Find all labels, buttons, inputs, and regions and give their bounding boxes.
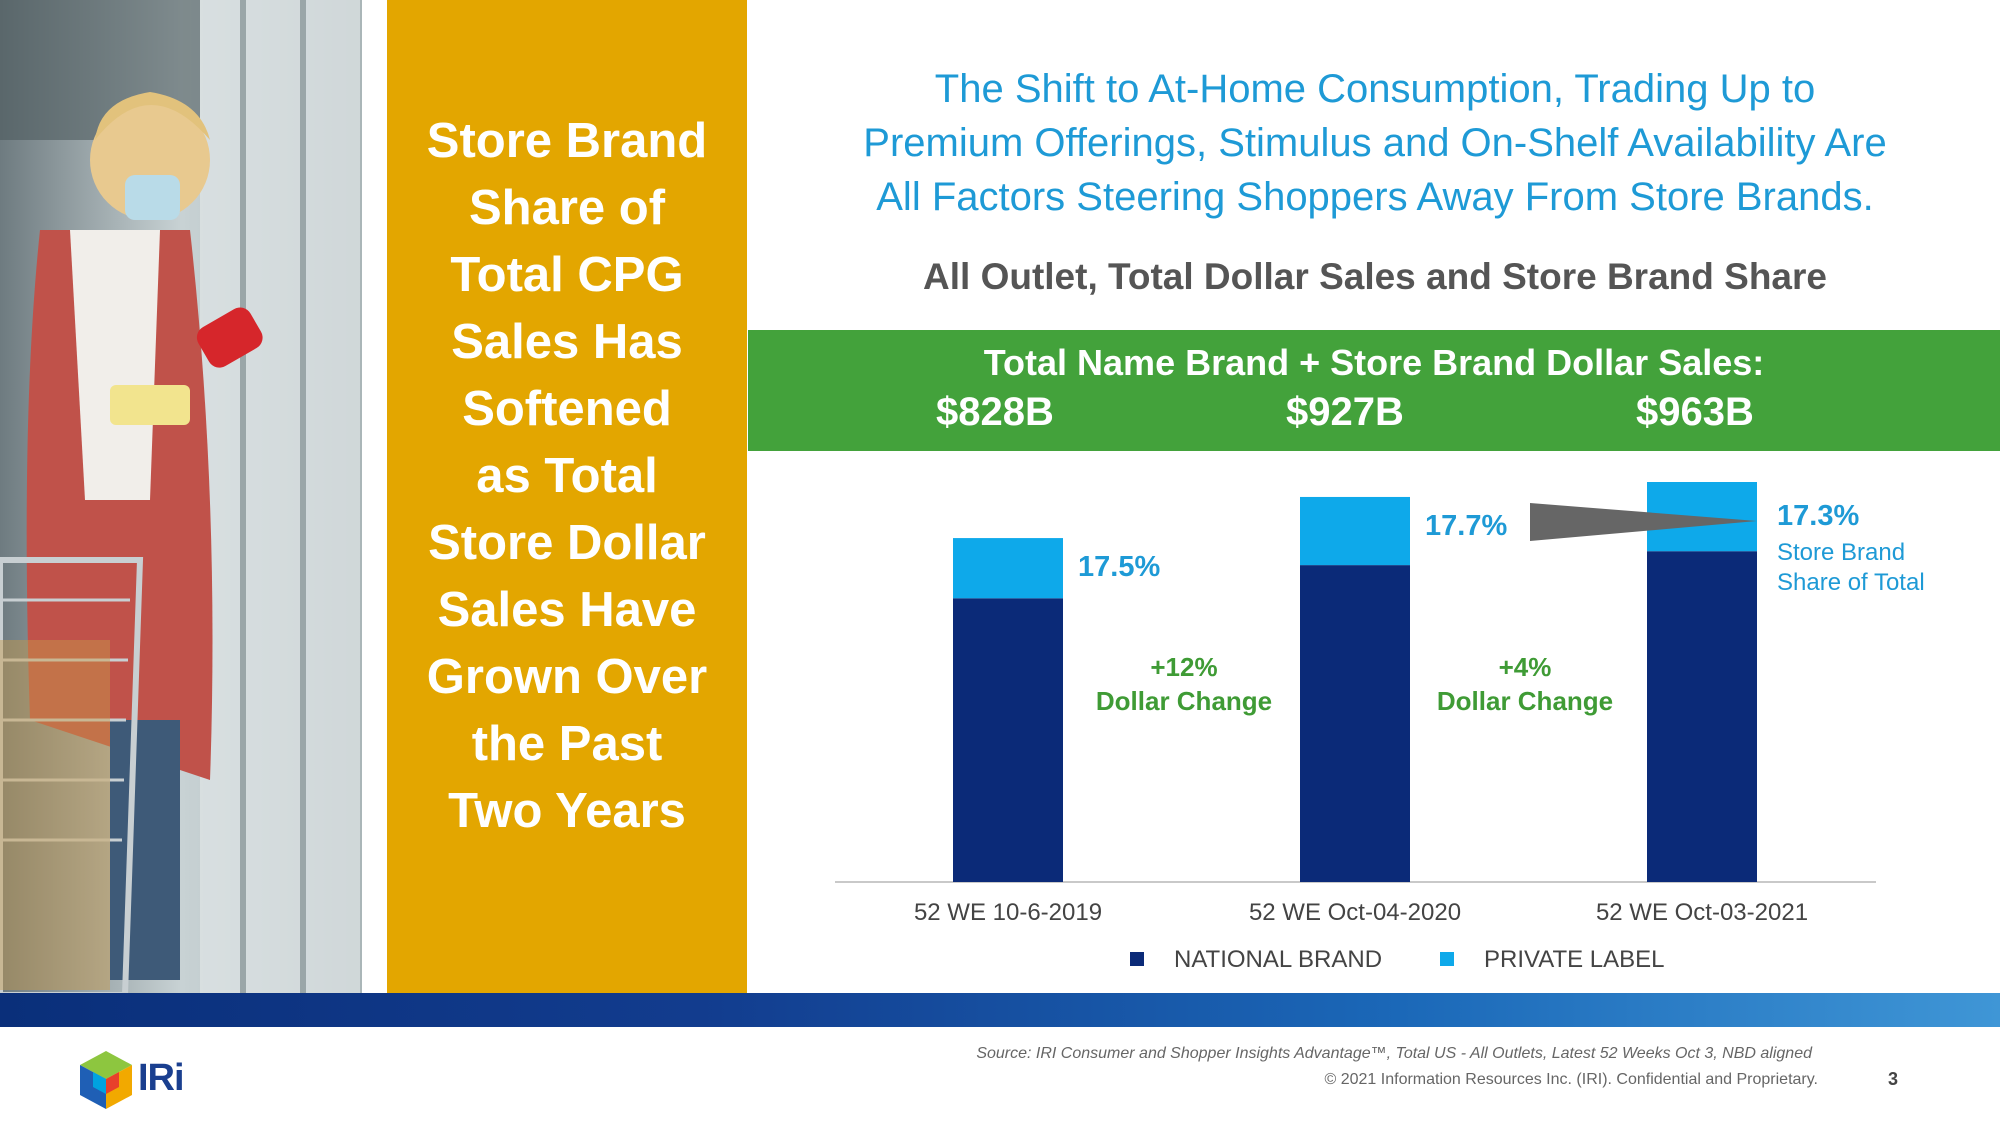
dollar-change-label: Dollar Change [1096,686,1272,716]
footer: IRi Source: IRI Consumer and Shopper Ins… [0,1027,2000,1125]
bar-private-label [953,538,1063,599]
summary-line: Two Years [448,784,686,838]
dollar-change-pct: +4% [1499,652,1552,682]
headline-line: All Factors Steering Shoppers Away From … [876,175,1874,219]
copyright-note: © 2021 Information Resources Inc. (IRI).… [1324,1071,1819,1088]
shopper-photo [0,0,362,995]
legend-swatch [1130,952,1144,966]
iri-logo: IRi [76,1049,185,1109]
totals-banner-title: Total Name Brand + Store Brand Dollar Sa… [983,342,1765,383]
summary-line: as Total [476,449,658,503]
x-tick-label: 52 WE Oct-03-2021 [1596,899,1808,926]
summary-line: Share of [468,181,666,235]
total-value-2020: $927B [1286,390,1404,434]
totals-banner: Total Name Brand + Store Brand Dollar Sa… [748,330,2000,451]
dollar-change-label: Dollar Change [1437,686,1613,716]
summary-line: the Past [471,717,663,771]
bar-private-label [1300,496,1410,566]
summary-text: Store Brand Share of Total CPG Sales Has… [387,108,747,845]
summary-line: Store Dollar [428,516,706,570]
total-value-2019: $828B [936,390,1054,434]
logo-text: IRi [138,1057,185,1099]
summary-line: Total CPG [450,248,684,302]
summary-panel: Store Brand Share of Total CPG Sales Has… [387,0,747,995]
share-label: 17.7% [1425,510,1507,542]
cube-icon [80,1051,132,1109]
summary-line: Sales Has [451,315,683,369]
share-note-line: Store Brand [1777,539,1905,566]
chart-subtitle: All Outlet, Total Dollar Sales and Store… [923,256,1827,297]
x-tick-label: 52 WE Oct-04-2020 [1249,899,1461,926]
footer-strip [0,993,2000,1027]
summary-line: Softened [462,382,672,436]
summary-line: Grown Over [426,650,708,704]
legend-label: NATIONAL BRAND [1174,946,1382,973]
legend-label: PRIVATE LABEL [1484,946,1665,973]
share-note-line: Share of Total [1777,569,1925,596]
bar-national-brand [953,598,1063,882]
trend-wedge-arrow [1530,503,1757,541]
summary-line: Sales Have [437,583,697,637]
headline: The Shift to At-Home Consumption, Tradin… [760,62,1990,224]
share-label: 17.5% [1078,551,1160,583]
dollar-change-pct: +12% [1150,652,1217,682]
bar-national-brand [1300,565,1410,882]
source-note: Source: IRI Consumer and Shopper Insight… [976,1045,1812,1062]
bar-national-brand [1647,551,1757,882]
headline-line: The Shift to At-Home Consumption, Tradin… [934,67,1816,111]
headline-line: Premium Offerings, Stimulus and On-Shelf… [863,121,1887,165]
stacked-bar-chart: 52 WE 10-6-2019 17.5% 52 WE Oct-04-2020 17.… [835,482,1925,973]
share-label: 17.3% [1777,500,1859,532]
legend-swatch [1440,952,1454,966]
total-value-2021: $963B [1636,390,1754,434]
x-tick-label: 52 WE 10-6-2019 [914,899,1102,926]
summary-line: Store Brand [426,114,708,168]
page-number: 3 [1888,1069,1899,1089]
